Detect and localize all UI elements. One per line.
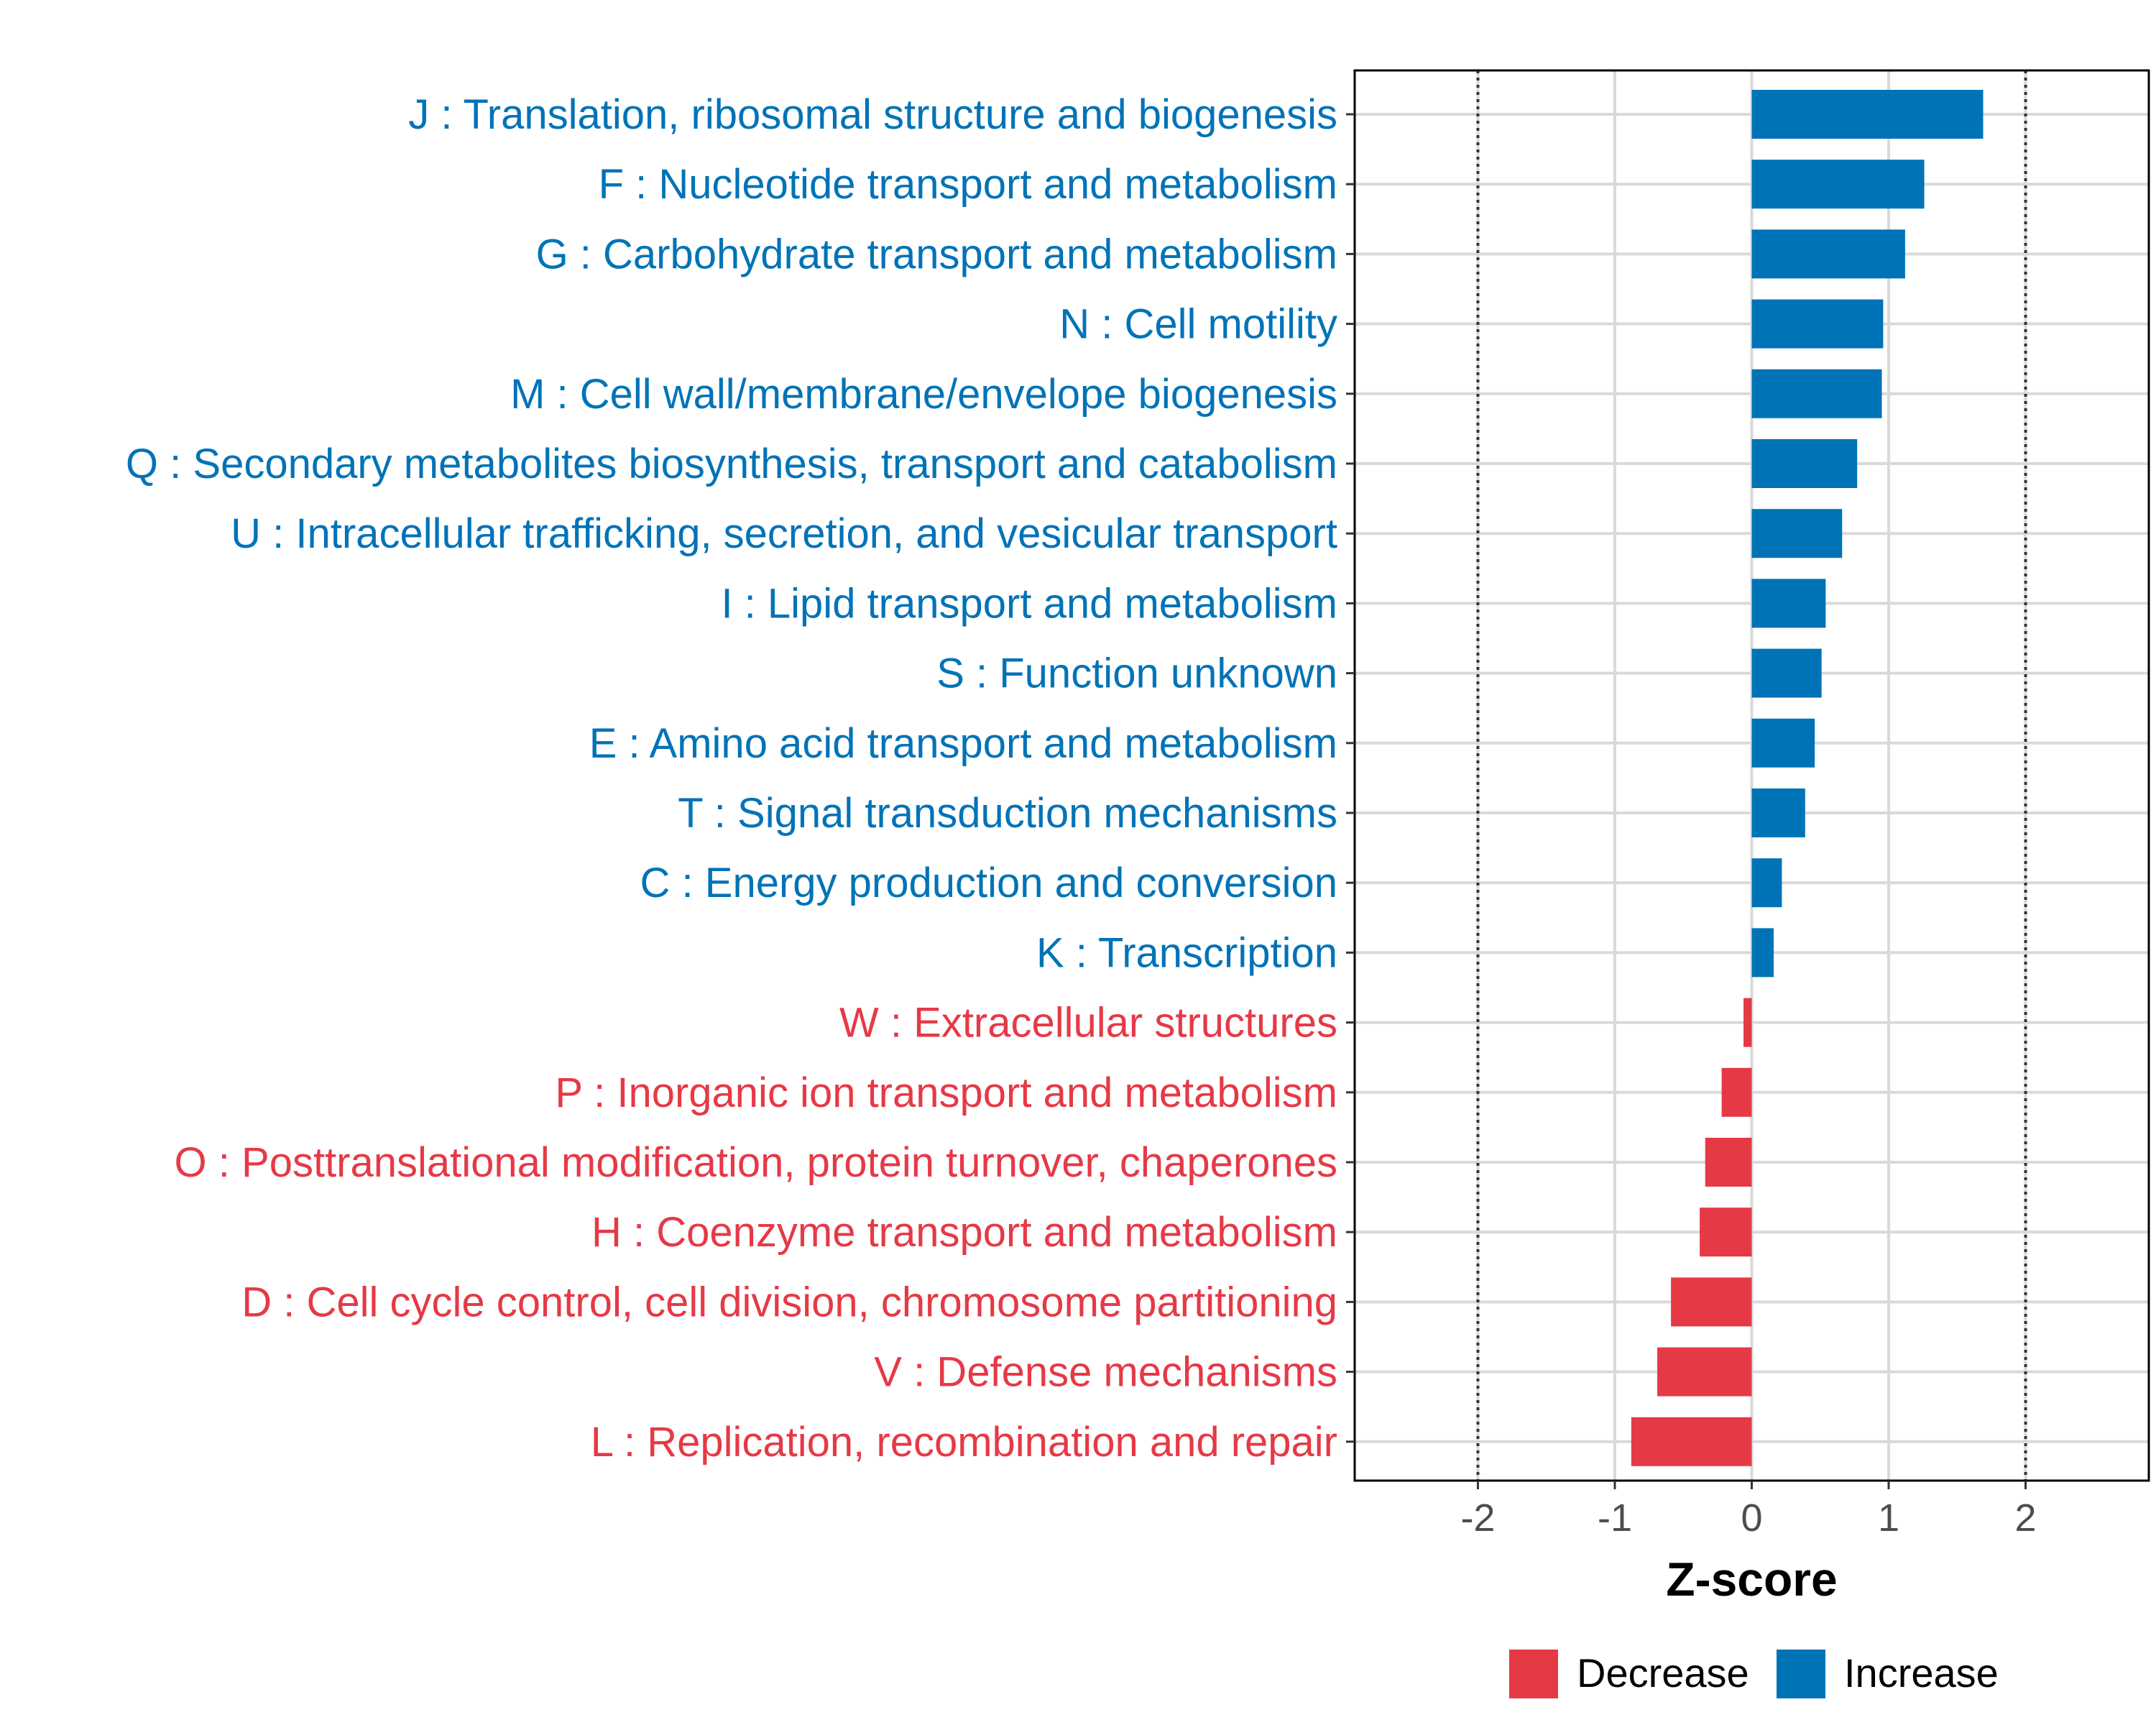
- category-label: P : Inorganic ion transport and metaboli…: [555, 1070, 1337, 1116]
- bar: [1631, 1417, 1752, 1466]
- bar: [1721, 1067, 1752, 1117]
- bars: [1631, 90, 1984, 1466]
- reference-lines: [1476, 70, 2027, 1481]
- legend-label-decrease: Decrease: [1577, 1650, 1749, 1696]
- category-labels: J : Translation, ribosomal structure and…: [126, 91, 1337, 1466]
- category-label: J : Translation, ribosomal structure and…: [408, 91, 1337, 138]
- x-tick-label: -1: [1598, 1496, 1632, 1540]
- x-tick-label: 1: [1878, 1496, 1899, 1540]
- bar: [1751, 509, 1843, 558]
- bar: [1751, 369, 1882, 418]
- category-label: M : Cell wall/membrane/envelope biogenes…: [510, 371, 1337, 418]
- x-tick-label: 2: [2015, 1496, 2037, 1540]
- bar: [1751, 160, 1925, 209]
- bar: [1751, 718, 1815, 768]
- category-label: D : Cell cycle control, cell division, c…: [241, 1279, 1337, 1325]
- x-axis-ticks: -2 -1 0 1 2: [1460, 1481, 2037, 1540]
- bar: [1751, 90, 1984, 139]
- bar: [1751, 439, 1858, 488]
- x-tick-label: -2: [1460, 1496, 1495, 1540]
- legend: Decrease Increase: [1509, 1650, 1999, 1698]
- bar: [1657, 1347, 1752, 1397]
- bar: [1743, 998, 1752, 1047]
- bar: [1700, 1208, 1752, 1257]
- category-label: V : Defense mechanisms: [874, 1349, 1337, 1396]
- bar: [1751, 229, 1905, 279]
- category-label: F : Nucleotide transport and metabolism: [599, 161, 1337, 208]
- legend-key-increase: [1777, 1650, 1825, 1698]
- bar: [1751, 299, 1884, 349]
- category-label: T : Signal transduction mechanisms: [678, 790, 1337, 837]
- legend-label-increase: Increase: [1844, 1650, 1999, 1696]
- bar: [1751, 788, 1805, 837]
- category-label: I : Lipid transport and metabolism: [721, 580, 1337, 627]
- bar: [1671, 1277, 1752, 1327]
- category-label: O : Posttranslational modification, prot…: [175, 1139, 1337, 1186]
- category-label: C : Energy production and conversion: [640, 860, 1337, 906]
- bar: [1751, 648, 1822, 698]
- bar: [1751, 579, 1826, 628]
- category-label: W : Extracellular structures: [839, 1000, 1337, 1046]
- legend-key-decrease: [1509, 1650, 1558, 1698]
- bar: [1751, 928, 1774, 978]
- category-label: S : Function unknown: [936, 650, 1337, 697]
- y-axis-ticks: [1346, 113, 1355, 1443]
- category-label: U : Intracellular trafficking, secretion…: [231, 510, 1337, 557]
- category-label: N : Cell motility: [1059, 301, 1337, 348]
- bar: [1751, 858, 1782, 908]
- category-label: K : Transcription: [1036, 929, 1337, 976]
- category-label: Q : Secondary metabolites biosynthesis, …: [126, 441, 1337, 487]
- category-label: G : Carbohydrate transport and metabolis…: [536, 231, 1337, 277]
- x-tick-label: 0: [1741, 1496, 1762, 1540]
- bar: [1705, 1138, 1752, 1187]
- category-label: L : Replication, recombination and repai…: [591, 1419, 1337, 1466]
- category-label: H : Coenzyme transport and metabolism: [591, 1209, 1337, 1256]
- category-label: E : Amino acid transport and metabolism: [589, 720, 1337, 767]
- x-axis-title: Z-score: [1666, 1552, 1837, 1606]
